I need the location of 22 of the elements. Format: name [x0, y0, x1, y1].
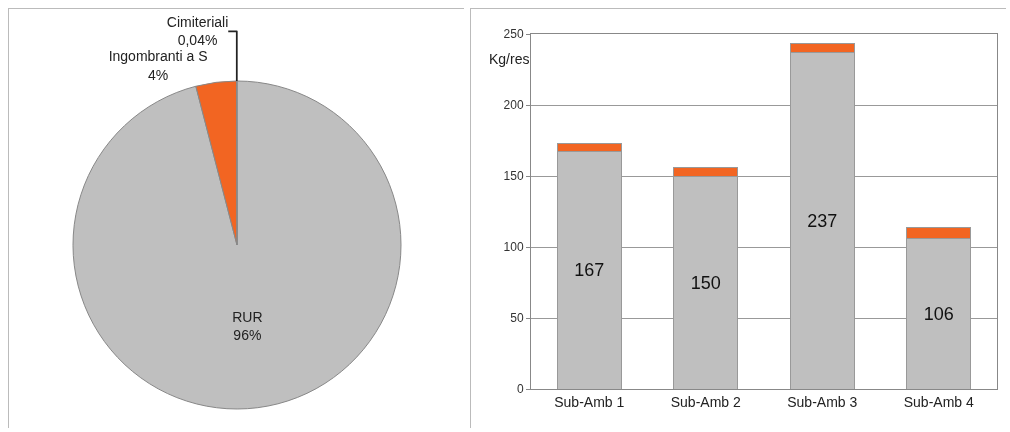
x-tick-label: Sub-Amb 1: [554, 393, 625, 410]
data-label: 167: [574, 260, 605, 281]
y-tick-label: 150: [503, 169, 524, 184]
data-label: 237: [807, 210, 838, 231]
data-label: 106: [923, 303, 954, 324]
slice-label: RUR: [232, 309, 263, 326]
x-tick-label: Sub-Amb 3: [787, 393, 858, 410]
slice-label: Ingombranti a S: [108, 48, 208, 65]
x-tick-label: Sub-Amb 2: [670, 393, 741, 410]
y-tick-label: 50: [510, 311, 524, 326]
pie-slice: [72, 80, 402, 410]
data-label: 96%: [233, 327, 262, 344]
y-tick-label: 250: [503, 27, 524, 42]
data-label: 4%: [147, 66, 169, 83]
slice-label: Cimiteriali: [166, 14, 229, 31]
data-label: 0,04%: [177, 32, 218, 49]
data-label: 150: [690, 272, 721, 293]
y-axis-title: Kg/res: [489, 51, 530, 67]
y-tick-label: 100: [503, 240, 524, 255]
y-tick-label: 0: [516, 382, 524, 397]
y-tick-label: 200: [503, 98, 524, 113]
x-tick-label: Sub-Amb 4: [903, 393, 974, 410]
